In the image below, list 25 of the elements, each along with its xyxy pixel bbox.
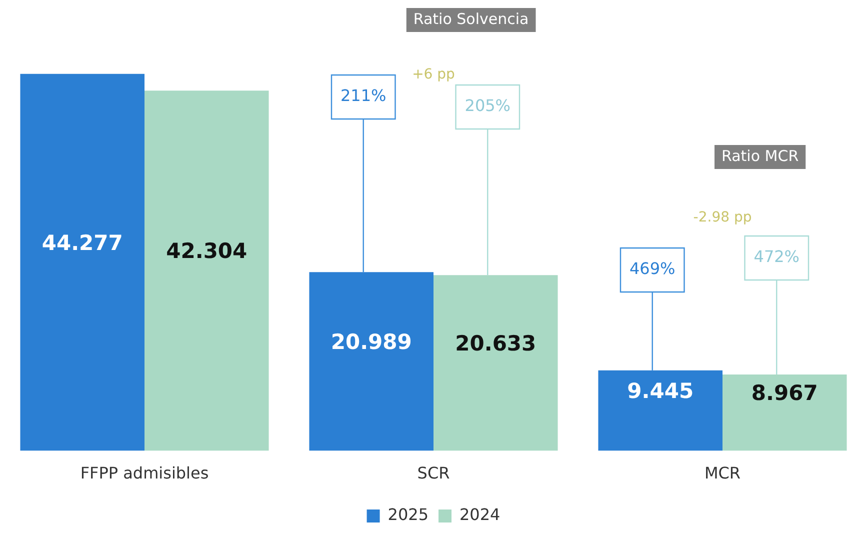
data-label: 44.277 xyxy=(42,230,123,255)
x-tick-label: MCR xyxy=(704,464,741,483)
bar xyxy=(309,272,434,451)
annotation: 211% xyxy=(340,86,386,106)
text: Ratio Solvencia xyxy=(413,10,529,28)
bar xyxy=(144,90,269,451)
annotation: +6 pp xyxy=(412,66,456,83)
annotation: -2.98 pp xyxy=(693,210,752,226)
legend-label: 2024 xyxy=(460,505,500,524)
annotation: 472% xyxy=(754,247,800,266)
annotation: Ratio MCR xyxy=(722,146,799,165)
x-tick-label: FFPP admisibles xyxy=(80,464,209,483)
bar xyxy=(598,370,722,451)
legend-label: 2025 xyxy=(388,505,428,524)
bar xyxy=(434,275,558,451)
x-tick-label: SCR xyxy=(417,464,450,483)
bar xyxy=(722,374,847,451)
data-label: 20.989 xyxy=(330,330,412,354)
data-label: 8.967 xyxy=(751,381,818,406)
annotation: 469% xyxy=(629,259,676,278)
annotation: 205% xyxy=(464,96,511,116)
data-label: 42.304 xyxy=(166,239,248,264)
data-label: 9.445 xyxy=(627,379,694,404)
data-label: 20.633 xyxy=(455,331,536,356)
bar xyxy=(20,74,144,451)
